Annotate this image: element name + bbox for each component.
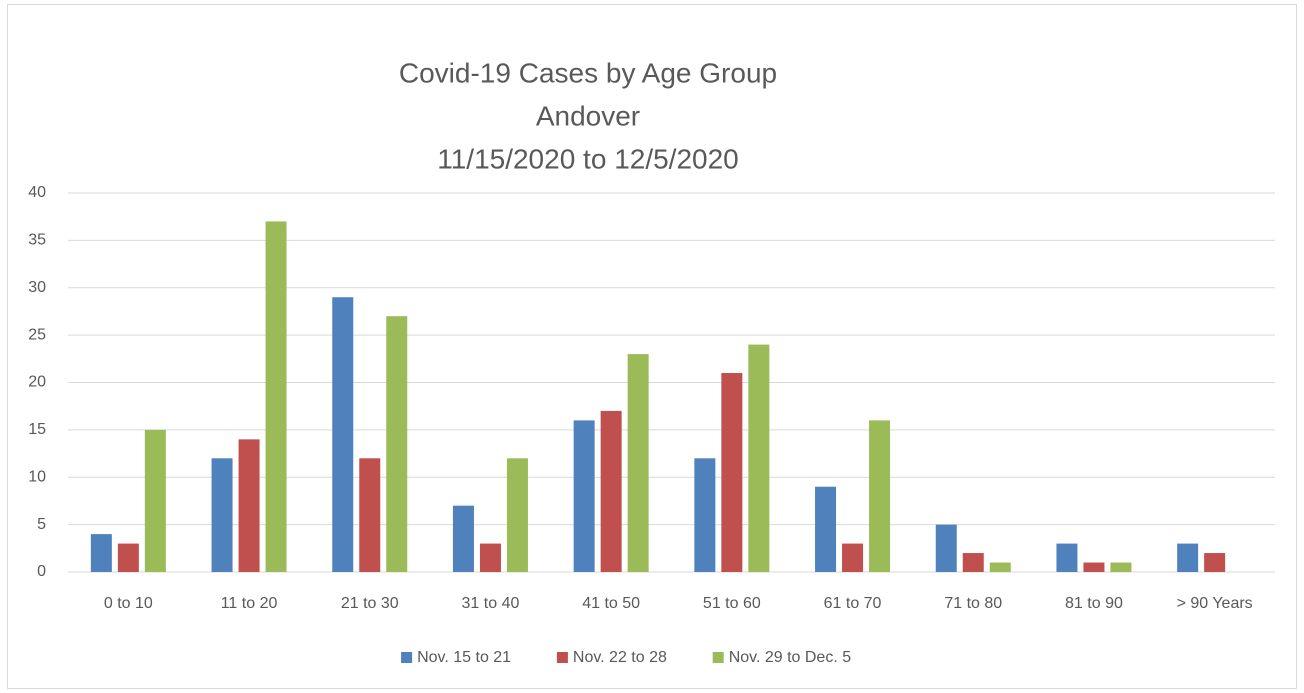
bar	[748, 344, 770, 572]
x-tick-label: 31 to 40	[462, 595, 520, 612]
chart-title: Covid-19 Cases by Age Group	[399, 57, 777, 88]
bar	[117, 543, 139, 572]
y-tick-label: 0	[37, 563, 46, 580]
x-tick-label: 21 to 30	[341, 595, 399, 612]
bar	[506, 458, 528, 572]
bar	[479, 543, 501, 572]
bar	[869, 420, 891, 572]
bar	[935, 524, 957, 572]
legend-label: Nov. 29 to Dec. 5	[729, 649, 852, 666]
y-tick-label: 20	[28, 374, 46, 391]
x-tick-label: 71 to 80	[944, 595, 1002, 612]
bar	[1204, 553, 1226, 572]
bar	[1083, 562, 1105, 572]
bar	[721, 373, 743, 572]
y-tick-label: 35	[28, 232, 46, 249]
bar	[211, 458, 233, 572]
bar	[1177, 543, 1199, 572]
legend-swatch	[401, 652, 413, 663]
x-tick-label: 41 to 50	[582, 595, 640, 612]
chart-border	[7, 4, 1297, 689]
bar	[452, 505, 474, 572]
bar	[144, 429, 166, 572]
bar	[265, 221, 287, 573]
legend-label: Nov. 22 to 28	[573, 649, 667, 666]
x-tick-label: 0 to 10	[104, 595, 153, 612]
x-tick-label: 51 to 60	[703, 595, 761, 612]
y-tick-label: 25	[28, 326, 46, 343]
bar	[600, 410, 622, 572]
bar	[962, 553, 984, 572]
y-tick-label: 15	[28, 421, 46, 438]
y-tick-label: 5	[37, 516, 46, 533]
legend-label: Nov. 15 to 21	[417, 649, 511, 666]
legend-swatch	[712, 652, 724, 663]
bar	[694, 458, 716, 572]
bar	[989, 562, 1011, 572]
bar	[1110, 562, 1132, 572]
legend-swatch	[556, 652, 568, 663]
bar	[332, 297, 354, 572]
bar	[842, 543, 864, 572]
bar	[627, 354, 649, 572]
bar	[386, 316, 408, 572]
x-tick-label: 61 to 70	[824, 595, 882, 612]
bar	[1056, 543, 1078, 572]
y-tick-label: 10	[28, 468, 46, 485]
bar	[359, 458, 381, 572]
bar	[815, 486, 837, 572]
chart-title: 11/15/2020 to 12/5/2020	[437, 143, 739, 174]
chart-title: Andover	[536, 100, 640, 131]
bar	[573, 420, 595, 572]
bar	[90, 534, 112, 572]
x-tick-label: 11 to 20	[221, 595, 278, 612]
x-tick-label: 81 to 90	[1065, 595, 1123, 612]
bar	[238, 439, 260, 572]
y-tick-label: 40	[28, 184, 46, 201]
y-tick-label: 30	[28, 279, 46, 296]
x-tick-label: > 90 Years	[1177, 595, 1253, 612]
